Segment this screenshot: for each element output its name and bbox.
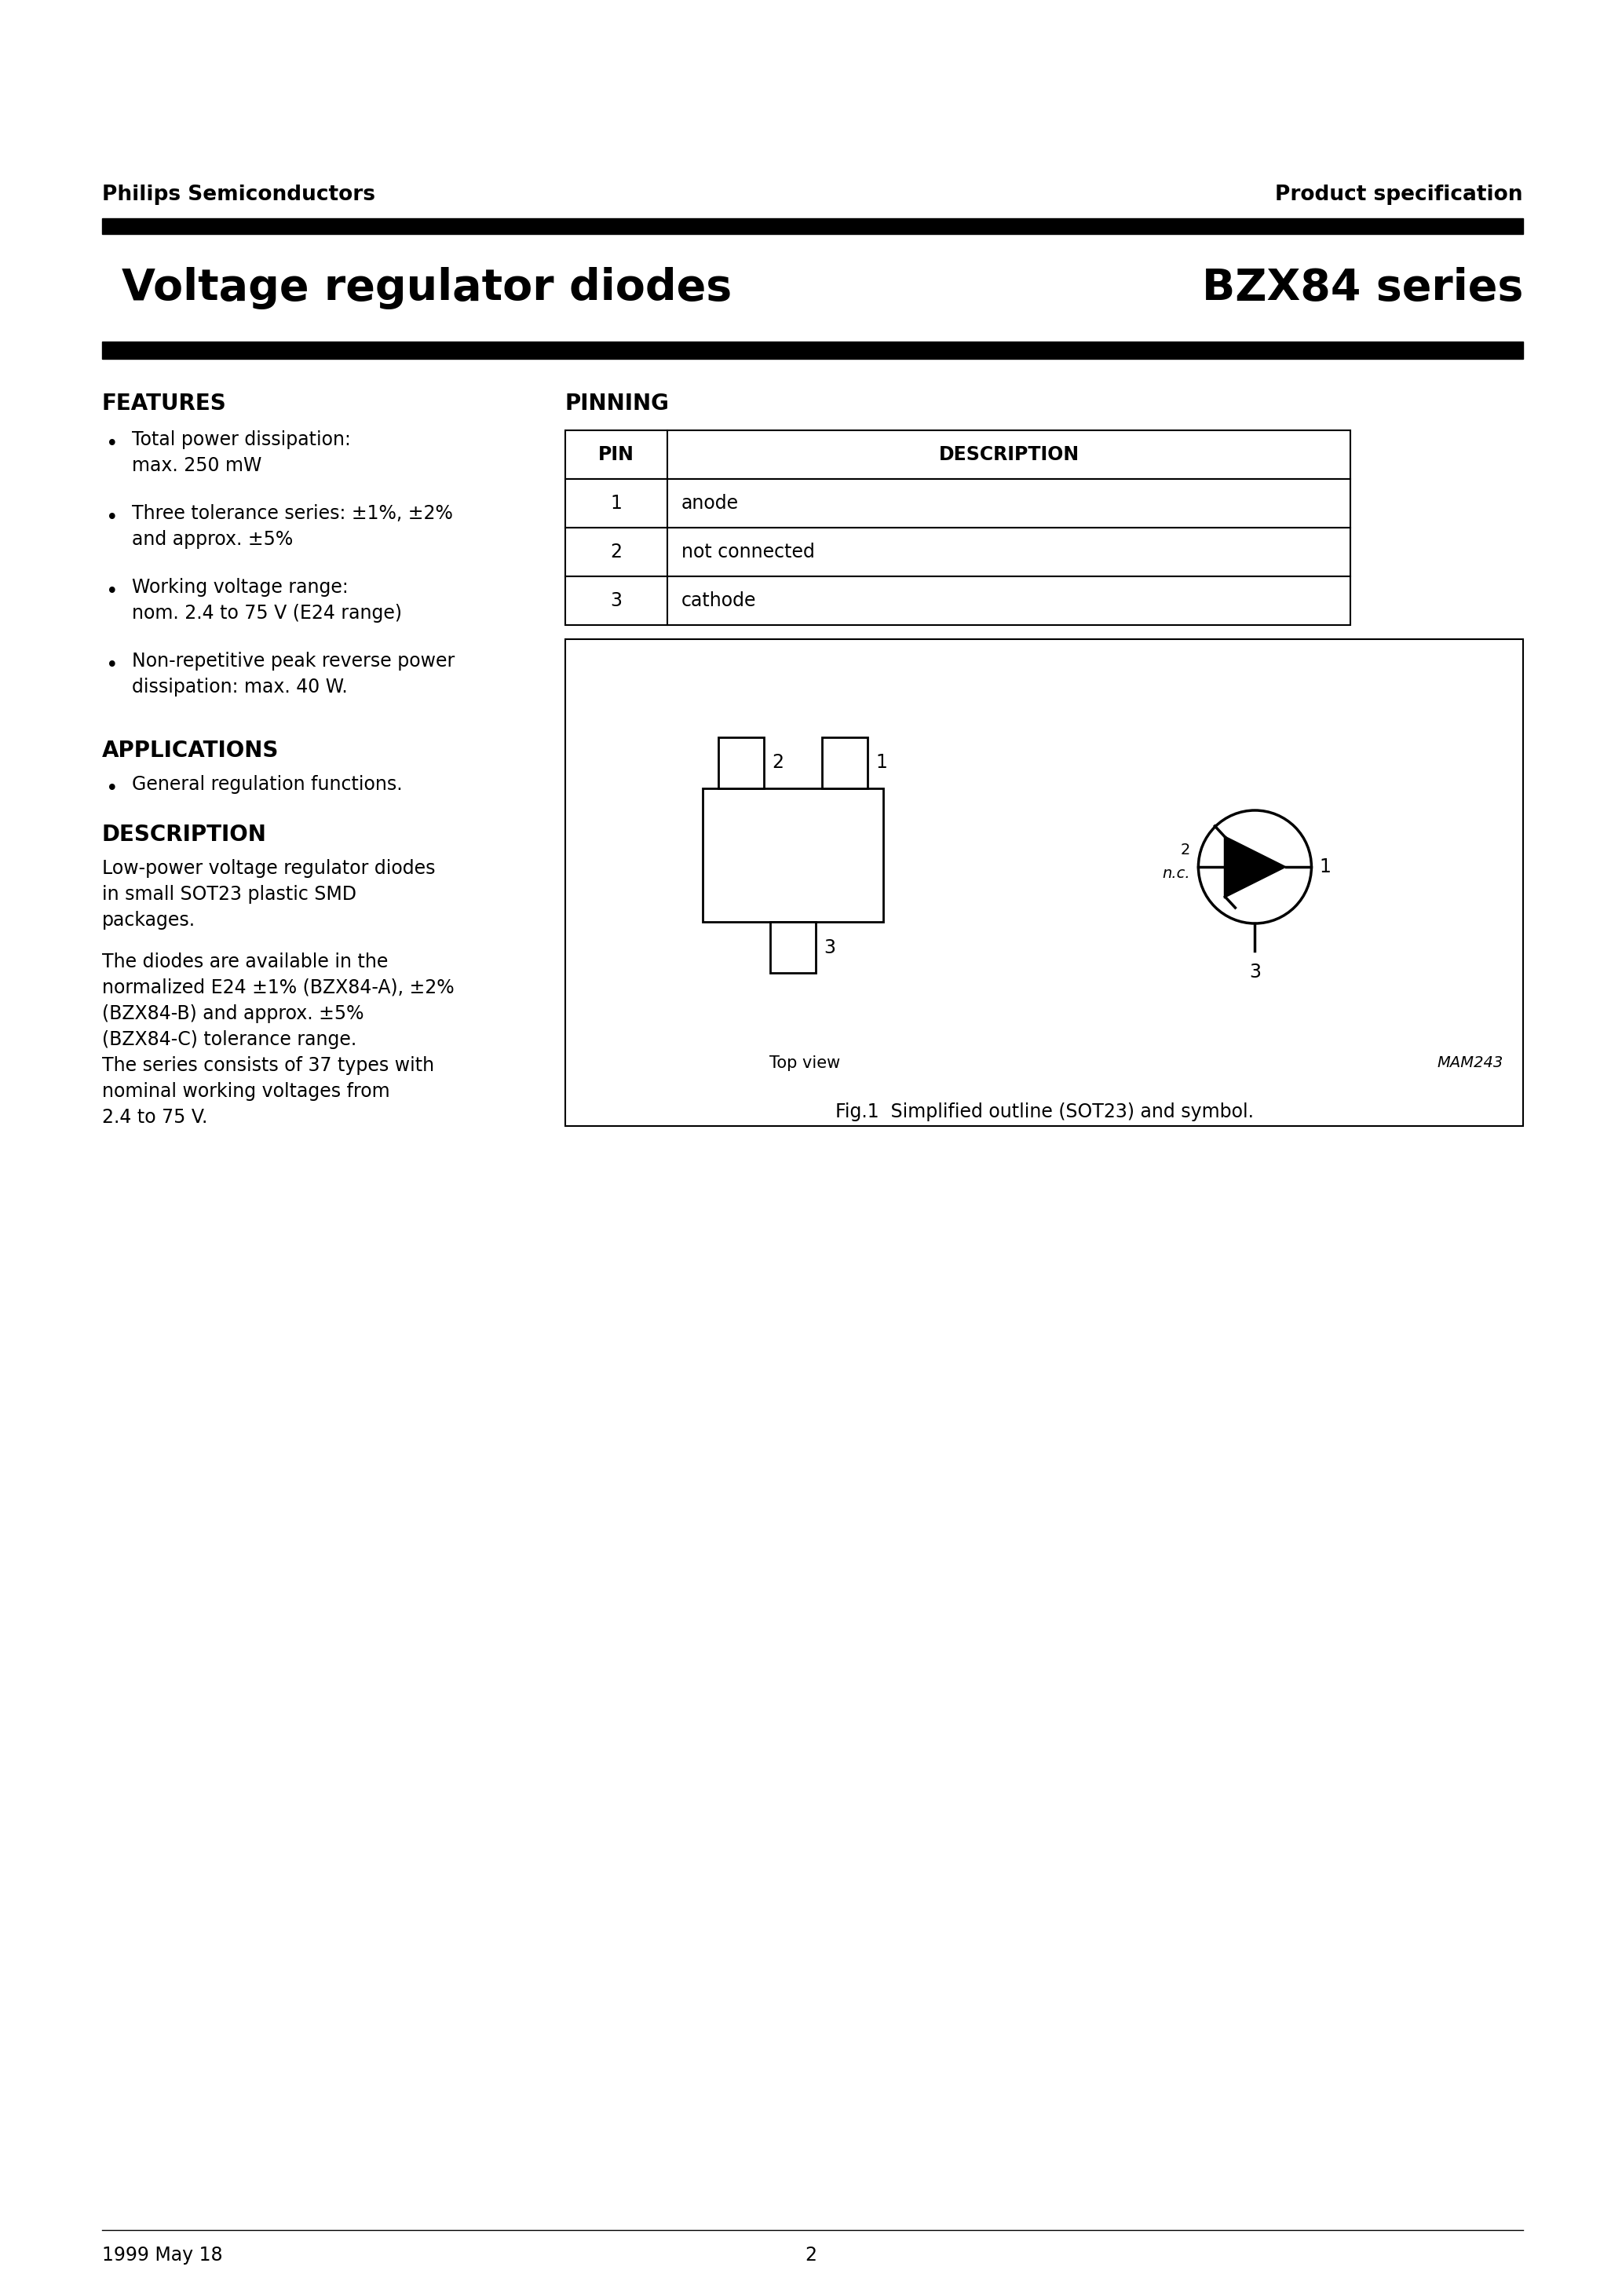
Text: DESCRIPTION: DESCRIPTION [102,824,268,845]
Bar [719,737,764,788]
Polygon shape [1225,838,1285,898]
Text: The diodes are available in the: The diodes are available in the [102,953,388,971]
Text: PINNING: PINNING [564,393,670,416]
Text: FEATURES: FEATURES [102,393,227,416]
Text: nominal working voltages from: nominal working voltages from [102,1081,389,1100]
Bar [564,638,1523,1125]
Text: 2: 2 [772,753,783,771]
Text: 2: 2 [610,542,623,563]
Text: Product specification: Product specification [1275,184,1523,204]
Text: BZX84 series: BZX84 series [1202,266,1523,310]
Text: Low-power voltage regulator diodes: Low-power voltage regulator diodes [102,859,435,877]
Text: not connected: not connected [681,542,814,563]
Bar [102,218,1523,234]
Text: PIN: PIN [599,445,634,464]
Text: packages.: packages. [102,912,196,930]
Text: APPLICATIONS: APPLICATIONS [102,739,279,762]
Text: Non-repetitive peak reverse power: Non-repetitive peak reverse power [131,652,454,670]
Text: 3: 3 [1249,962,1260,980]
Text: DESCRIPTION: DESCRIPTION [939,445,1079,464]
Text: nom. 2.4 to 75 V (E24 range): nom. 2.4 to 75 V (E24 range) [131,604,402,622]
Text: 1: 1 [1319,856,1332,877]
Text: cathode: cathode [681,592,756,611]
Text: 2: 2 [1181,843,1191,856]
Text: 3: 3 [824,939,835,957]
Text: 1999 May 18: 1999 May 18 [102,2245,222,2264]
Text: MAM243: MAM243 [1437,1056,1504,1070]
Bar [770,923,816,974]
Text: Voltage regulator diodes: Voltage regulator diodes [122,266,732,310]
Text: 2: 2 [805,2245,817,2264]
Bar [822,737,868,788]
Text: (BZX84-B) and approx. ±5%: (BZX84-B) and approx. ±5% [102,1003,363,1024]
Text: General regulation functions.: General regulation functions. [131,776,402,794]
Text: and approx. ±5%: and approx. ±5% [131,530,294,549]
Text: 1: 1 [876,753,887,771]
Text: Total power dissipation:: Total power dissipation: [131,429,350,450]
Text: 2.4 to 75 V.: 2.4 to 75 V. [102,1109,208,1127]
Text: The series consists of 37 types with: The series consists of 37 types with [102,1056,435,1075]
Bar [564,429,1351,480]
Bar [702,788,884,923]
Text: Philips Semiconductors: Philips Semiconductors [102,184,375,204]
Text: Top view: Top view [769,1056,840,1070]
Text: •: • [105,434,118,455]
Text: •: • [105,581,118,602]
Text: 3: 3 [610,592,623,611]
Bar [102,342,1523,358]
Text: in small SOT23 plastic SMD: in small SOT23 plastic SMD [102,884,357,905]
Text: n.c.: n.c. [1163,866,1191,882]
Text: Working voltage range:: Working voltage range: [131,579,349,597]
Text: •: • [105,507,118,528]
Bar [564,576,1351,625]
Text: •: • [105,778,118,799]
Text: •: • [105,657,118,675]
Text: 1: 1 [610,494,623,512]
Bar [564,480,1351,528]
Text: max. 250 mW: max. 250 mW [131,457,261,475]
Text: Fig.1  Simplified outline (SOT23) and symbol.: Fig.1 Simplified outline (SOT23) and sym… [835,1102,1254,1120]
Text: anode: anode [681,494,740,512]
Text: (BZX84-C) tolerance range.: (BZX84-C) tolerance range. [102,1031,357,1049]
Text: normalized E24 ±1% (BZX84-A), ±2%: normalized E24 ±1% (BZX84-A), ±2% [102,978,454,996]
Bar [564,528,1351,576]
Text: dissipation: max. 40 W.: dissipation: max. 40 W. [131,677,347,696]
Text: Three tolerance series: ±1%, ±2%: Three tolerance series: ±1%, ±2% [131,505,453,523]
